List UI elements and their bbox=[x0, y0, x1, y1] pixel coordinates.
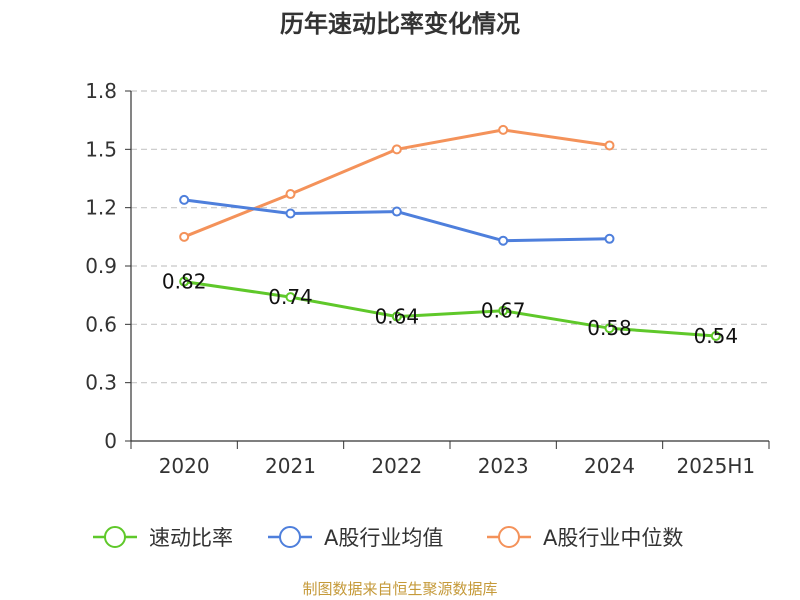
data-point[interactable] bbox=[498, 305, 509, 316]
x-tick-label: 2022 bbox=[371, 454, 422, 478]
y-tick-label: 0.3 bbox=[85, 371, 117, 395]
series-line-1 bbox=[184, 198, 610, 243]
legend-label: A股行业均值 bbox=[324, 526, 443, 550]
y-tick-label: 1.8 bbox=[85, 79, 117, 103]
data-labels: 0.82 0.74 0.64 0.67 0.58 0.54 bbox=[162, 270, 738, 348]
y-tick-label: 0.9 bbox=[85, 254, 117, 278]
legend-marker-icon bbox=[498, 526, 520, 548]
data-label: 0.58 bbox=[587, 316, 632, 340]
legend-marker-icon bbox=[279, 526, 301, 548]
data-label: 0.54 bbox=[694, 324, 739, 348]
data-point[interactable] bbox=[498, 124, 509, 135]
data-point[interactable] bbox=[285, 189, 296, 200]
data-point[interactable] bbox=[604, 233, 615, 244]
x-tick-label: 2024 bbox=[584, 454, 635, 478]
x-tick-label: 2020 bbox=[159, 454, 210, 478]
axes: 0 0.3 0.6 0.9 1.2 1.5 1.8 2020 2021 2022 2023 2024 2… bbox=[85, 79, 770, 478]
y-tick-label: 1.2 bbox=[85, 196, 117, 220]
data-label: 0.64 bbox=[375, 305, 420, 329]
data-point[interactable] bbox=[179, 231, 190, 242]
legend-label: 速动比率 bbox=[149, 526, 233, 550]
data-point[interactable] bbox=[285, 208, 296, 219]
legend-item-2[interactable]: A股行业中位数 bbox=[487, 526, 683, 550]
series-line-0 bbox=[183, 280, 716, 338]
grid-lines bbox=[131, 90, 769, 384]
series-lines bbox=[179, 124, 721, 341]
data-point[interactable] bbox=[391, 206, 402, 217]
data-point[interactable] bbox=[391, 311, 402, 322]
data-point[interactable] bbox=[604, 140, 615, 151]
data-point[interactable] bbox=[498, 235, 509, 246]
legend-item-0[interactable]: 速动比率 bbox=[93, 526, 233, 550]
x-tick-label: 2023 bbox=[478, 454, 529, 478]
x-tick-label: 2025H1 bbox=[676, 454, 755, 478]
data-label: 0.82 bbox=[162, 270, 207, 294]
data-label: 0.67 bbox=[481, 299, 526, 323]
legend-label: A股行业中位数 bbox=[543, 526, 683, 550]
data-point[interactable] bbox=[391, 144, 402, 155]
x-tick-label: 2021 bbox=[265, 454, 316, 478]
data-point[interactable] bbox=[179, 276, 190, 287]
legend[interactable]: 速动比率 A股行业均值 A股行业中位数 bbox=[93, 526, 683, 550]
y-tick-label: 0.6 bbox=[85, 312, 117, 336]
y-tick-label: 1.5 bbox=[85, 137, 117, 161]
data-point[interactable] bbox=[179, 194, 190, 205]
data-point[interactable] bbox=[710, 331, 721, 341]
data-point[interactable] bbox=[604, 323, 615, 334]
data-point[interactable] bbox=[285, 292, 296, 303]
data-label: 0.74 bbox=[268, 285, 313, 309]
legend-marker-icon bbox=[104, 526, 126, 548]
y-tick-label: 0 bbox=[104, 429, 117, 453]
source-note: 制图数据来自恒生聚源数据库 bbox=[302, 580, 497, 598]
chart-title: 历年速动比率变化情况 bbox=[280, 10, 520, 38]
legend-item-1[interactable]: A股行业均值 bbox=[268, 526, 443, 550]
